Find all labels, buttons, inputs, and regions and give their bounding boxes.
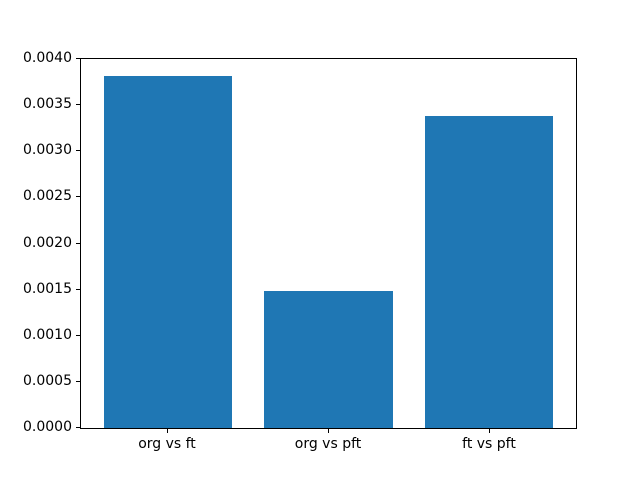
y-tick-mark: [76, 196, 80, 197]
y-tick-mark: [76, 427, 80, 428]
y-tick-label: 0.0020: [23, 235, 72, 251]
y-tick-mark: [76, 289, 80, 290]
x-tick-label: org vs ft: [138, 436, 196, 452]
y-tick-mark: [76, 58, 80, 59]
y-tick-mark: [76, 335, 80, 336]
y-tick-mark: [76, 150, 80, 151]
bar-org-vs-pft: [264, 290, 393, 428]
x-tick-mark: [489, 429, 490, 433]
y-tick-label: 0.0030: [23, 142, 72, 158]
y-tick-label: 0.0015: [23, 281, 72, 297]
x-tick-label: org vs pft: [294, 436, 362, 452]
y-tick-label: 0.0035: [23, 96, 72, 112]
y-tick-mark: [76, 104, 80, 105]
x-tick-mark: [167, 429, 168, 433]
x-tick-label: ft vs pft: [462, 436, 516, 452]
y-tick-label: 0.0040: [23, 50, 72, 66]
plot-area: [80, 58, 577, 429]
bar-org-vs-ft: [103, 75, 233, 428]
y-tick-mark: [76, 243, 80, 244]
y-tick-label: 0.0000: [23, 419, 72, 435]
x-tick-mark: [328, 429, 329, 433]
y-tick-label: 0.0025: [23, 188, 72, 204]
y-tick-label: 0.0005: [23, 373, 72, 389]
bar-ft-vs-pft: [424, 116, 554, 428]
y-tick-label: 0.0010: [23, 327, 72, 343]
y-tick-mark: [76, 381, 80, 382]
